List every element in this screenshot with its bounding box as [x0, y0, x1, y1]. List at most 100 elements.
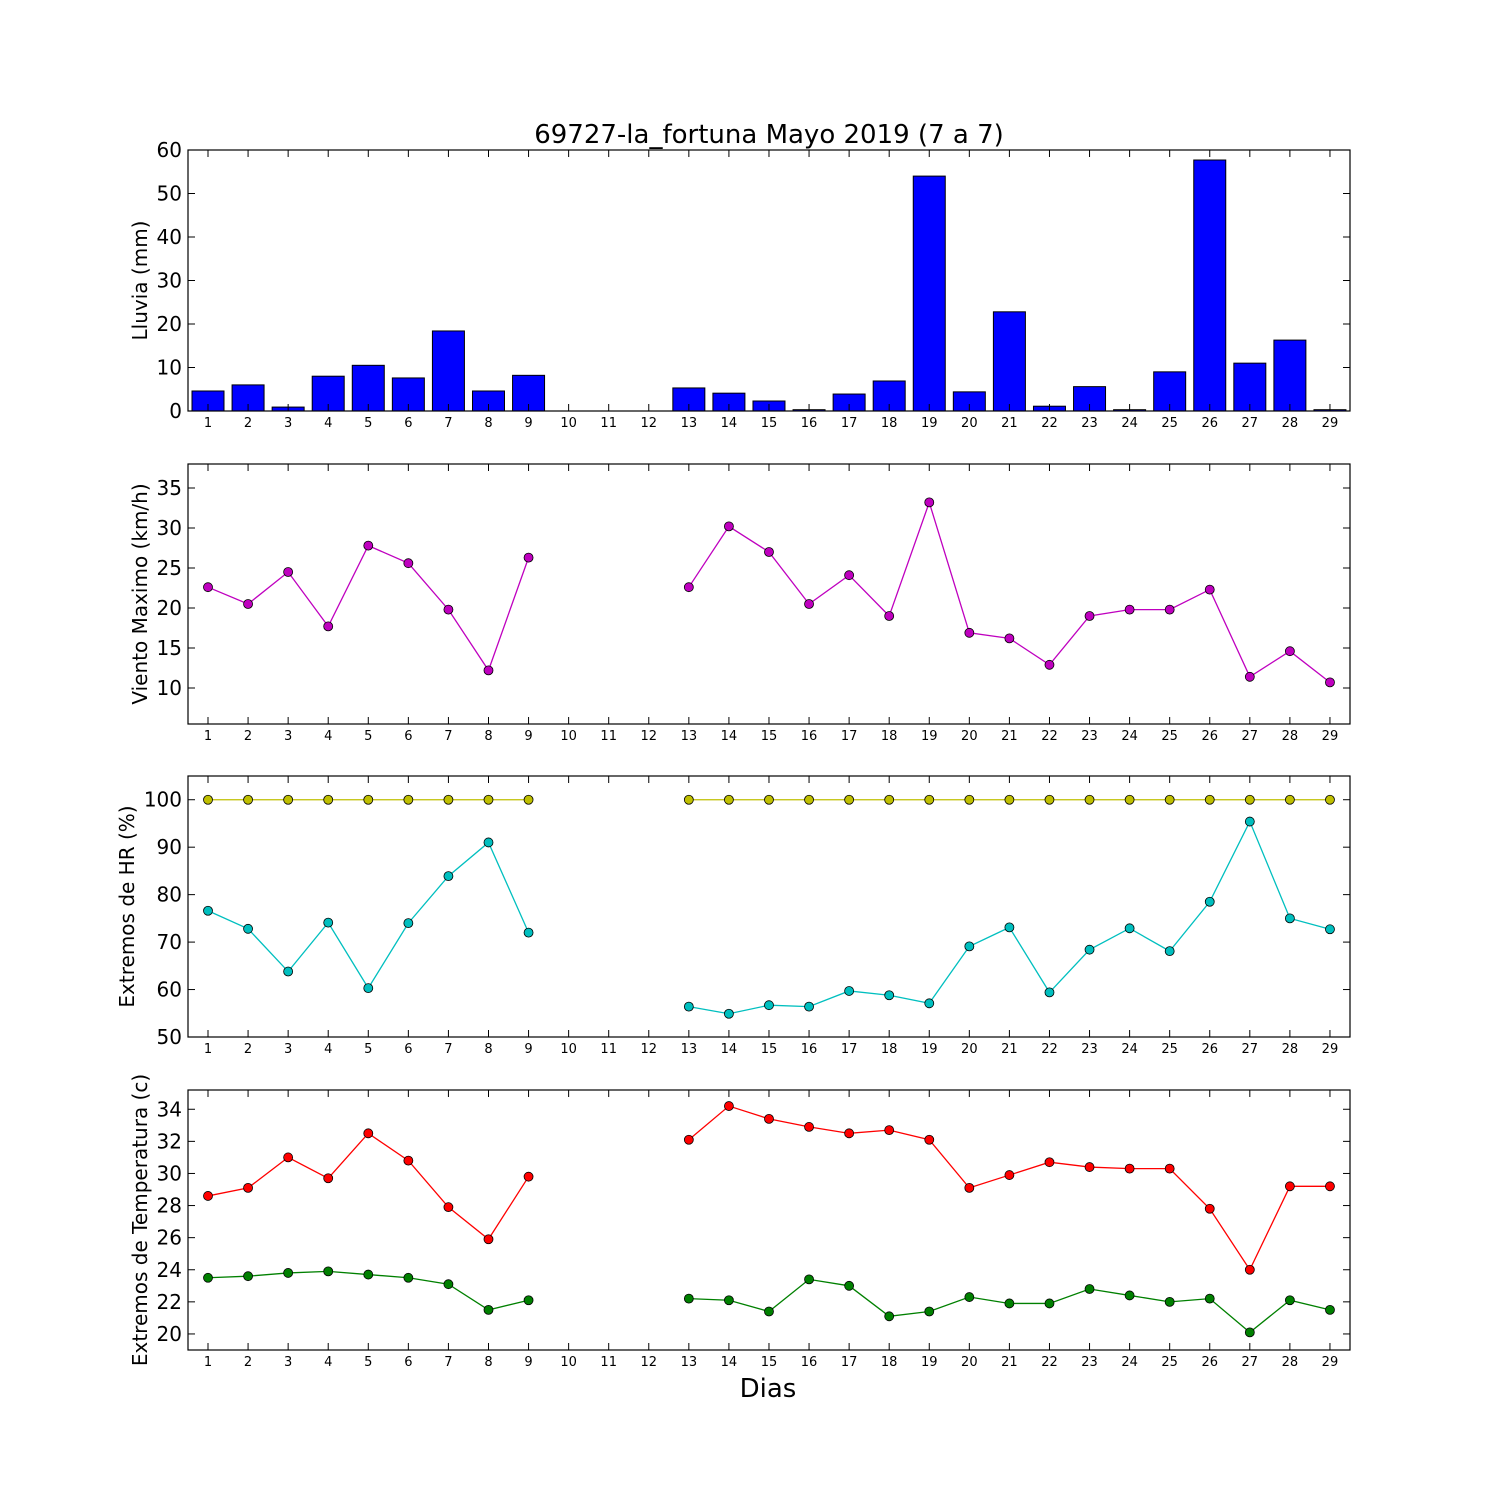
humidity-xtick-label-16: 16: [801, 1042, 818, 1057]
humidity-series-0-point-2: [243, 794, 253, 805]
wind-xtick-label-29: 29: [1322, 729, 1339, 744]
humidity-xtick-label-20: 20: [961, 1042, 978, 1057]
wind-xtick-label-14: 14: [721, 729, 738, 744]
humidity-series-0-point-22: [1044, 794, 1055, 805]
temperature-xtick-label-6: 6: [404, 1355, 412, 1370]
temperature-xtick-label-23: 23: [1081, 1355, 1098, 1370]
humidity-series-1-point-15: [764, 1000, 774, 1011]
humidity-series-1-point-21: [1004, 922, 1015, 933]
humidity-xtick-label-27: 27: [1242, 1042, 1259, 1057]
temperature-xtick-label-5: 5: [364, 1355, 372, 1370]
humidity-xtick-label-25: 25: [1161, 1042, 1178, 1057]
rain-bar-19: [912, 175, 946, 412]
humidity-xtick-label-18: 18: [881, 1042, 898, 1057]
humidity-xtick-label-12: 12: [640, 1042, 657, 1057]
temperature-series-0-point-23: [1084, 1162, 1095, 1172]
humidity-series-1-point-19: [924, 998, 935, 1009]
temperature-series-1-point-29: [1325, 1304, 1335, 1315]
rain-ytick-label-0: 0: [169, 399, 182, 423]
humidity-ytick-label-50: 50: [157, 1025, 182, 1049]
rain-xtick-label-19: 19: [921, 416, 938, 431]
rain-xtick-label-22: 22: [1041, 416, 1058, 431]
rain-bar-28: [1273, 339, 1307, 412]
temperature-xtick-label-18: 18: [881, 1355, 898, 1370]
humidity-xtick-label-5: 5: [364, 1042, 372, 1057]
temperature-xtick-label-14: 14: [721, 1355, 738, 1370]
temperature-y-axis-label: Extremos de Temperatura (c): [128, 1074, 152, 1366]
humidity-ytick-label-70: 70: [157, 930, 182, 954]
wind-xtick-label-3: 3: [284, 729, 292, 744]
wind-xtick-label-5: 5: [364, 729, 372, 744]
wind-xtick-label-17: 17: [841, 729, 858, 744]
temperature-ytick-label-20: 20: [157, 1322, 182, 1346]
rain-ytick-label-50: 50: [157, 182, 182, 206]
temperature-series-1-point-4: [323, 1266, 334, 1277]
temperature-series-1-point-2: [243, 1271, 253, 1282]
humidity-series-0-point-27: [1244, 794, 1255, 805]
wind-series-0-point-2: [243, 599, 253, 609]
wind-xtick-label-7: 7: [444, 729, 452, 744]
temperature-series-1-point-20: [964, 1292, 975, 1302]
wind-series-0-point-24: [1124, 604, 1135, 615]
rain-xtick-label-21: 21: [1001, 416, 1018, 431]
rain-xtick-label-8: 8: [484, 416, 492, 431]
temperature-series-1-point-28: [1284, 1295, 1295, 1306]
temperature-xtick-label-12: 12: [640, 1355, 657, 1370]
wind-xtick-label-12: 12: [640, 729, 657, 744]
humidity-series-0-point-16: [804, 794, 814, 805]
temperature-xtick-label-29: 29: [1322, 1355, 1339, 1370]
rain-xtick-label-28: 28: [1282, 416, 1299, 431]
temperature-ytick-label-32: 32: [157, 1129, 182, 1153]
wind-xtick-label-10: 10: [560, 729, 577, 744]
humidity-series-0-point-7: [443, 794, 454, 805]
temperature-xtick-label-25: 25: [1161, 1355, 1178, 1370]
temperature-series-0-point-26: [1204, 1203, 1215, 1214]
wind-xtick-label-20: 20: [961, 729, 978, 744]
temperature-xtick-label-3: 3: [284, 1355, 292, 1370]
rain-bars: [191, 159, 1347, 412]
humidity-series-1-point-27: [1244, 816, 1255, 827]
wind-series-0-point-5: [363, 540, 374, 551]
humidity-series-1-point-24: [1124, 923, 1135, 934]
wind-series-0-point-6: [403, 558, 414, 569]
temperature-series-1-point-23: [1084, 1284, 1095, 1294]
wind-xtick-label-26: 26: [1201, 729, 1218, 744]
humidity-series-1-point-6: [403, 918, 414, 929]
temperature-series-0-point-7: [443, 1202, 454, 1213]
rain-bar-27: [1233, 362, 1267, 412]
temperature-ytick-label-30: 30: [157, 1161, 182, 1185]
humidity-series-1-point-18: [884, 990, 895, 1001]
humidity-series-0-point-17: [844, 794, 855, 805]
temperature-series-1-point-21: [1004, 1298, 1015, 1309]
humidity-ytick-label-90: 90: [157, 835, 182, 859]
humidity-series-1-point-3: [283, 966, 294, 977]
wind-series-0-point-23: [1084, 611, 1095, 621]
wind-xtick-label-27: 27: [1242, 729, 1259, 744]
wind-series-0-point-25: [1164, 604, 1175, 615]
humidity-ytick-label-100: 100: [144, 788, 182, 812]
wind-xtick-label-24: 24: [1121, 729, 1138, 744]
temperature-series-1-point-1: [203, 1272, 213, 1283]
temperature-xtick-label-15: 15: [761, 1355, 778, 1370]
temperature-xtick-label-8: 8: [484, 1355, 492, 1370]
humidity-xtick-label-3: 3: [284, 1042, 292, 1057]
temperature-series-1-point-19: [924, 1306, 935, 1317]
humidity-xtick-label-23: 23: [1081, 1042, 1098, 1057]
temperature-xtick-label-2: 2: [244, 1355, 252, 1370]
temperature-series-0-point-20: [964, 1183, 975, 1193]
temperature-series-0-point-4: [323, 1173, 334, 1184]
humidity-series-1-point-14: [724, 1008, 734, 1019]
humidity-series-0-point-26: [1204, 794, 1215, 805]
rain-xtick-label-23: 23: [1081, 416, 1098, 431]
wind-xtick-label-1: 1: [204, 729, 212, 744]
temperature-xtick-label-10: 10: [560, 1355, 577, 1370]
humidity-xtick-label-22: 22: [1041, 1042, 1058, 1057]
humidity-series-1-point-25: [1164, 946, 1175, 957]
temperature-series-0-point-18: [884, 1125, 895, 1136]
humidity-series-0-point-1: [203, 794, 213, 805]
